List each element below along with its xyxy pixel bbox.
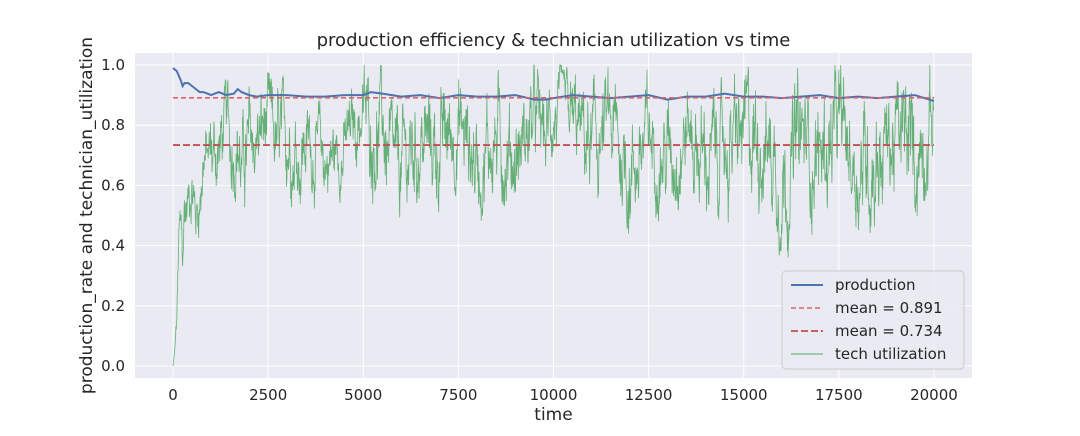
y-tick-label: 0.2 (101, 297, 125, 315)
x-tick-label: 17500 (815, 386, 863, 404)
x-tick-label: 10000 (530, 386, 578, 404)
series-production-line (172, 67, 935, 103)
series-tech-utilization-line (172, 64, 935, 367)
x-tick-label: 2500 (249, 386, 287, 404)
legend-box (781, 270, 965, 370)
x-axis-label: time (534, 405, 572, 425)
y-tick-label: 0.8 (101, 116, 125, 134)
y-tick-label: 1.0 (101, 56, 125, 74)
series-layer (172, 64, 935, 367)
x-ticks: 0 2500 5000 7500 10000 12500 15000 17500 20000 (168, 386, 958, 404)
x-tick-label: 15000 (720, 386, 768, 404)
y-axis-label: production_rate and technician_utilizati… (77, 37, 97, 394)
x-tick-label: 12500 (625, 386, 673, 404)
legend-label-production: production (835, 276, 916, 294)
x-tick-label: 20000 (910, 386, 958, 404)
legend-label-tech-utilization: tech utilization (835, 345, 946, 363)
legend: production mean = 0.891 mean = 0.734 tec… (781, 270, 965, 370)
y-tick-label: 0.6 (101, 176, 125, 194)
x-tick-label: 7500 (439, 386, 477, 404)
chart-title: production efficiency & technician utili… (317, 30, 791, 51)
legend-label-mean-utilization: mean = 0.734 (835, 322, 943, 340)
y-tick-label: 0.0 (101, 357, 125, 375)
y-tick-label: 0.4 (101, 237, 125, 255)
x-tick-label: 5000 (344, 386, 382, 404)
x-tick-label: 0 (168, 386, 178, 404)
y-ticks: 0.0 0.2 0.4 0.6 0.8 1.0 (101, 56, 125, 375)
legend-label-mean-production: mean = 0.891 (835, 299, 943, 317)
